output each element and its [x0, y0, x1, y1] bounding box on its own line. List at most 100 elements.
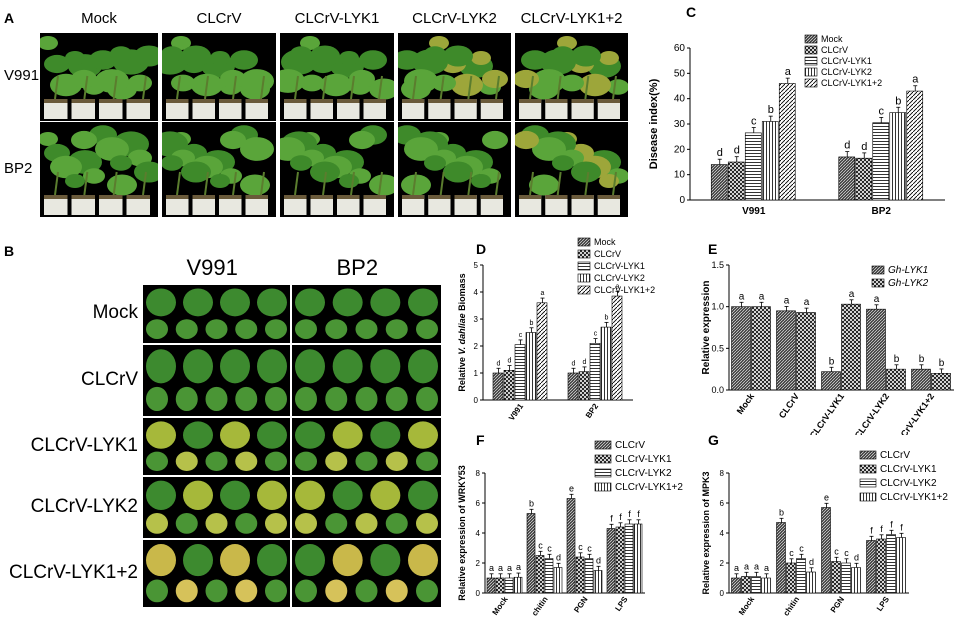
panel-d-letter: D — [476, 241, 487, 257]
legend-label: CLCrV-LYK1+2 — [880, 492, 948, 503]
significance-letter: c — [799, 543, 804, 553]
y-tick-label: 6 — [476, 499, 481, 508]
bar — [593, 570, 603, 594]
panel-a-column-4: CLCrV-LYK1+2 — [520, 10, 623, 27]
y-tick-label: 4 — [476, 529, 481, 538]
legend-swatch — [577, 285, 591, 295]
legend-swatch — [804, 45, 818, 55]
bar — [866, 540, 876, 594]
significance-letter: a — [784, 295, 790, 306]
bar — [821, 371, 841, 391]
y-tick-label: 2 — [720, 559, 725, 568]
significance-letter: d — [596, 555, 601, 565]
significance-letter: c — [519, 332, 523, 339]
significance-letter: a — [744, 561, 749, 571]
significance-letter: a — [498, 563, 503, 573]
significance-letter: d — [497, 360, 501, 367]
bar — [553, 567, 563, 594]
legend-swatch — [871, 278, 885, 288]
significance-letter: e — [824, 492, 829, 502]
bar — [821, 507, 831, 594]
significance-letter: d — [844, 140, 850, 152]
legend-swatch — [577, 261, 591, 271]
y-tick-label: 1.5 — [711, 260, 724, 270]
leaf-photo — [292, 477, 441, 538]
bar — [513, 576, 523, 594]
significance-letter: b — [529, 498, 534, 508]
significance-letter: c — [587, 543, 592, 553]
legend-swatch — [577, 237, 591, 247]
bar — [886, 534, 896, 594]
legend-label: CLCrV-LYK1+2 — [615, 482, 683, 493]
significance-letter: b — [919, 354, 925, 365]
significance-letter: a — [489, 563, 494, 573]
y-axis-label: Relative V. dahliae Biomass — [457, 273, 467, 391]
significance-letter: f — [900, 522, 903, 532]
category-label: V991 — [742, 206, 766, 217]
significance-letter: f — [880, 524, 883, 534]
bar — [606, 528, 616, 594]
y-tick-label: 0 — [679, 195, 685, 206]
legend-swatch — [859, 450, 877, 460]
panel-b-row-2: CLCrV-LYK1 — [30, 434, 138, 456]
significance-letter: c — [578, 542, 583, 552]
legend-label: CLCrV-LYK1 — [615, 454, 672, 465]
panel-b-row-4: CLCrV-LYK1+2 — [8, 561, 138, 583]
significance-letter: b — [605, 314, 609, 321]
legend-label: CLCrV-LYK2 — [615, 468, 672, 479]
category-label: chitin — [530, 595, 550, 618]
legend-swatch — [577, 273, 591, 283]
leaf-photo — [292, 540, 441, 607]
plant-photo — [280, 33, 394, 121]
plant-photo — [40, 33, 158, 121]
significance-letter: d — [734, 145, 740, 157]
y-tick-label: 8 — [476, 469, 481, 478]
panel-b-row-3: CLCrV-LYK2 — [30, 495, 138, 517]
significance-letter: a — [616, 283, 620, 290]
y-tick-label: 1.0 — [711, 302, 724, 312]
plant-photo — [40, 122, 158, 217]
bar — [886, 368, 906, 391]
category-label: Mock — [737, 595, 756, 617]
legend-swatch — [577, 249, 591, 259]
significance-letter: d — [861, 141, 867, 153]
significance-letter: c — [789, 548, 794, 558]
plant-photo — [398, 122, 511, 217]
legend-swatch — [594, 482, 612, 492]
bar — [526, 513, 536, 594]
legend-label: CLCrV-LYK2 — [880, 478, 937, 489]
significance-letter: d — [809, 557, 814, 567]
legend-label: CLCrV — [594, 249, 621, 259]
legend-swatch — [804, 56, 818, 66]
category-label: Mock — [735, 391, 757, 416]
bar — [611, 295, 623, 401]
significance-letter: c — [834, 546, 839, 556]
bar — [851, 567, 861, 594]
bar — [578, 371, 590, 401]
bar — [589, 343, 601, 401]
bar — [731, 577, 741, 594]
panel-c-letter: C — [686, 4, 697, 20]
plant-photo — [162, 33, 276, 121]
plant-photo — [515, 122, 628, 217]
bar — [600, 326, 612, 401]
panel-f-letter: F — [476, 432, 485, 448]
category-label: chitin — [782, 595, 802, 618]
y-tick-label: 0 — [720, 589, 725, 598]
significance-letter: a — [759, 291, 765, 302]
legend-label: CLCrV — [880, 450, 910, 461]
category-label: V991 — [507, 402, 525, 423]
significance-letter: a — [541, 290, 545, 297]
significance-letter: f — [628, 509, 631, 519]
bar — [567, 372, 579, 401]
leaf-photo — [143, 285, 290, 343]
bar — [584, 558, 594, 594]
leaf-photo — [292, 418, 441, 475]
y-axis-label: Disease index(%) — [648, 78, 660, 169]
y-tick-label: 2 — [476, 559, 481, 568]
panel-a-column-3: CLCrV-LYK2 — [412, 10, 497, 27]
y-tick-label: 30 — [674, 119, 686, 130]
